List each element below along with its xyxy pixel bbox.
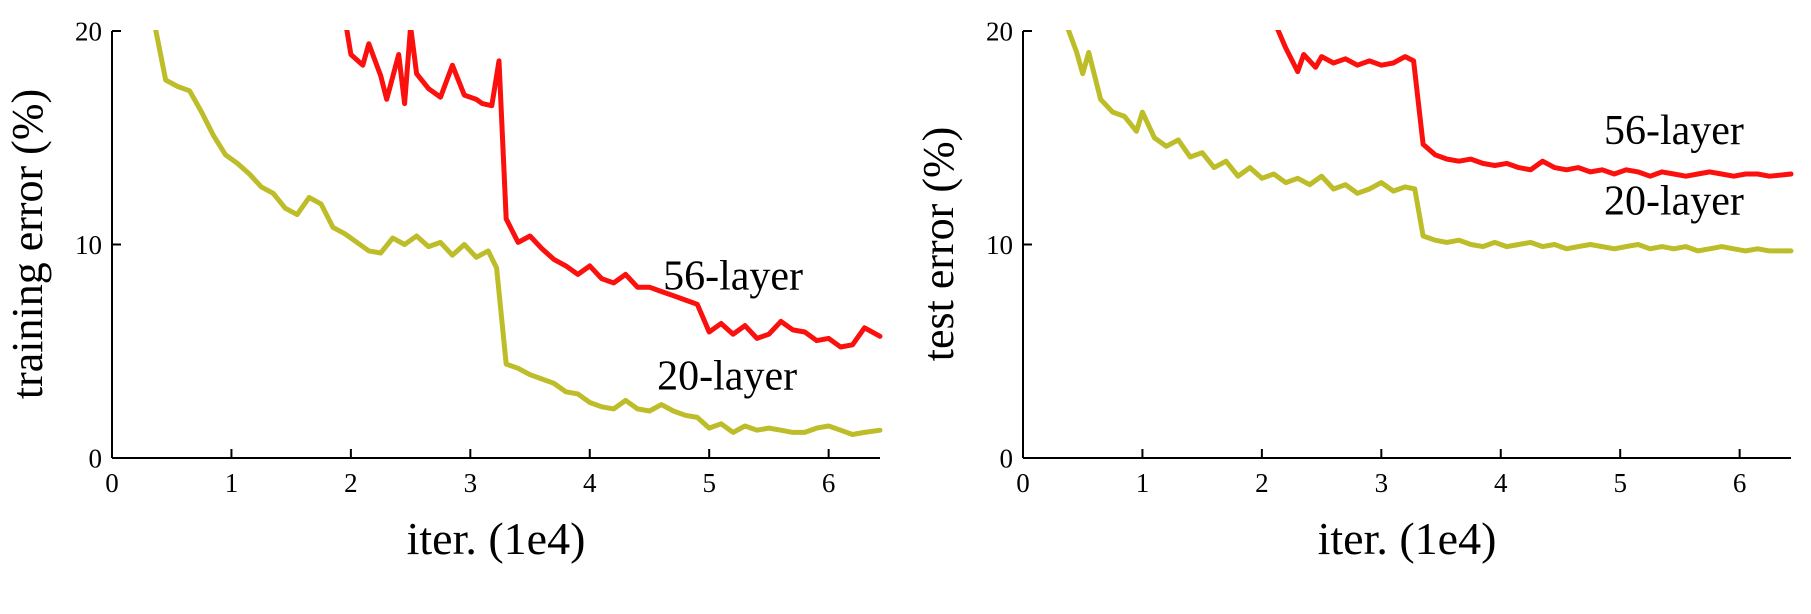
x-tick-label: 2 [1255, 468, 1269, 498]
y-tick-label: 20 [986, 16, 1013, 46]
x-tick-label: 4 [1494, 468, 1508, 498]
x-tick-label: 6 [822, 468, 836, 498]
y-tick-label: 0 [89, 443, 103, 473]
x-tick-label: 3 [1375, 468, 1389, 498]
x-tick-label: 1 [225, 468, 239, 498]
x-axis-title: iter. (1e4) [1318, 513, 1497, 564]
plot-svg: training error (%) iter. (1e4) 0 1 2 3 4 5 6 0 1… [3, 16, 883, 564]
x-tick-label: 0 [105, 468, 119, 498]
series-line-20-layer [153, 30, 883, 437]
x-tick-label: 0 [1016, 468, 1030, 498]
plot-svg: test error (%) iter. (1e4) 0 1 2 3 4 5 6 0 10 20 5… [914, 16, 1794, 564]
x-tick-label: 1 [1136, 468, 1150, 498]
y-axis-title: test error (%) [914, 127, 963, 362]
series-line-56-layer [344, 30, 883, 350]
x-tick-label: 2 [344, 468, 358, 498]
y-tick-label: 20 [75, 16, 102, 46]
annotation-20-layer: 20-layer [657, 354, 797, 400]
x-tick-label: 6 [1733, 468, 1747, 498]
y-tick-label: 0 [1000, 443, 1014, 473]
training-error-chart: training error (%) iter. (1e4) 0 1 2 3 4 5 6 0 1… [0, 6, 895, 606]
annotation-20-layer: 20-layer [1604, 179, 1744, 225]
series-line-56-layer [1275, 30, 1794, 179]
x-tick-label: 5 [702, 468, 716, 498]
y-tick-label: 10 [986, 230, 1013, 260]
annotation-56-layer: 56-layer [1604, 108, 1744, 154]
plot-dynamic: 0 1 2 3 4 5 6 0 10 20 56-layer 20-layer [75, 16, 883, 498]
plot-dynamic: 0 1 2 3 4 5 6 0 10 20 56-layer 20-layer [986, 16, 1794, 498]
y-axis-title: training error (%) [3, 89, 52, 399]
series-line-20-layer [1065, 30, 1794, 254]
y-tick-label: 10 [75, 230, 102, 260]
test-error-chart: test error (%) iter. (1e4) 0 1 2 3 4 5 6 0 10 20 5… [911, 6, 1806, 606]
x-tick-label: 3 [464, 468, 478, 498]
x-axis-title: iter. (1e4) [407, 513, 586, 564]
x-tick-label: 5 [1613, 468, 1627, 498]
x-tick-label: 4 [583, 468, 597, 498]
annotation-56-layer: 56-layer [663, 253, 803, 299]
